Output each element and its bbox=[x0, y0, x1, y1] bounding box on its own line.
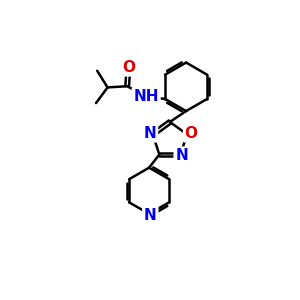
Text: NH: NH bbox=[134, 89, 159, 104]
Text: N: N bbox=[144, 208, 157, 223]
Text: O: O bbox=[122, 60, 135, 75]
Text: N: N bbox=[144, 126, 156, 141]
Text: N: N bbox=[175, 148, 188, 163]
Text: O: O bbox=[185, 126, 198, 141]
